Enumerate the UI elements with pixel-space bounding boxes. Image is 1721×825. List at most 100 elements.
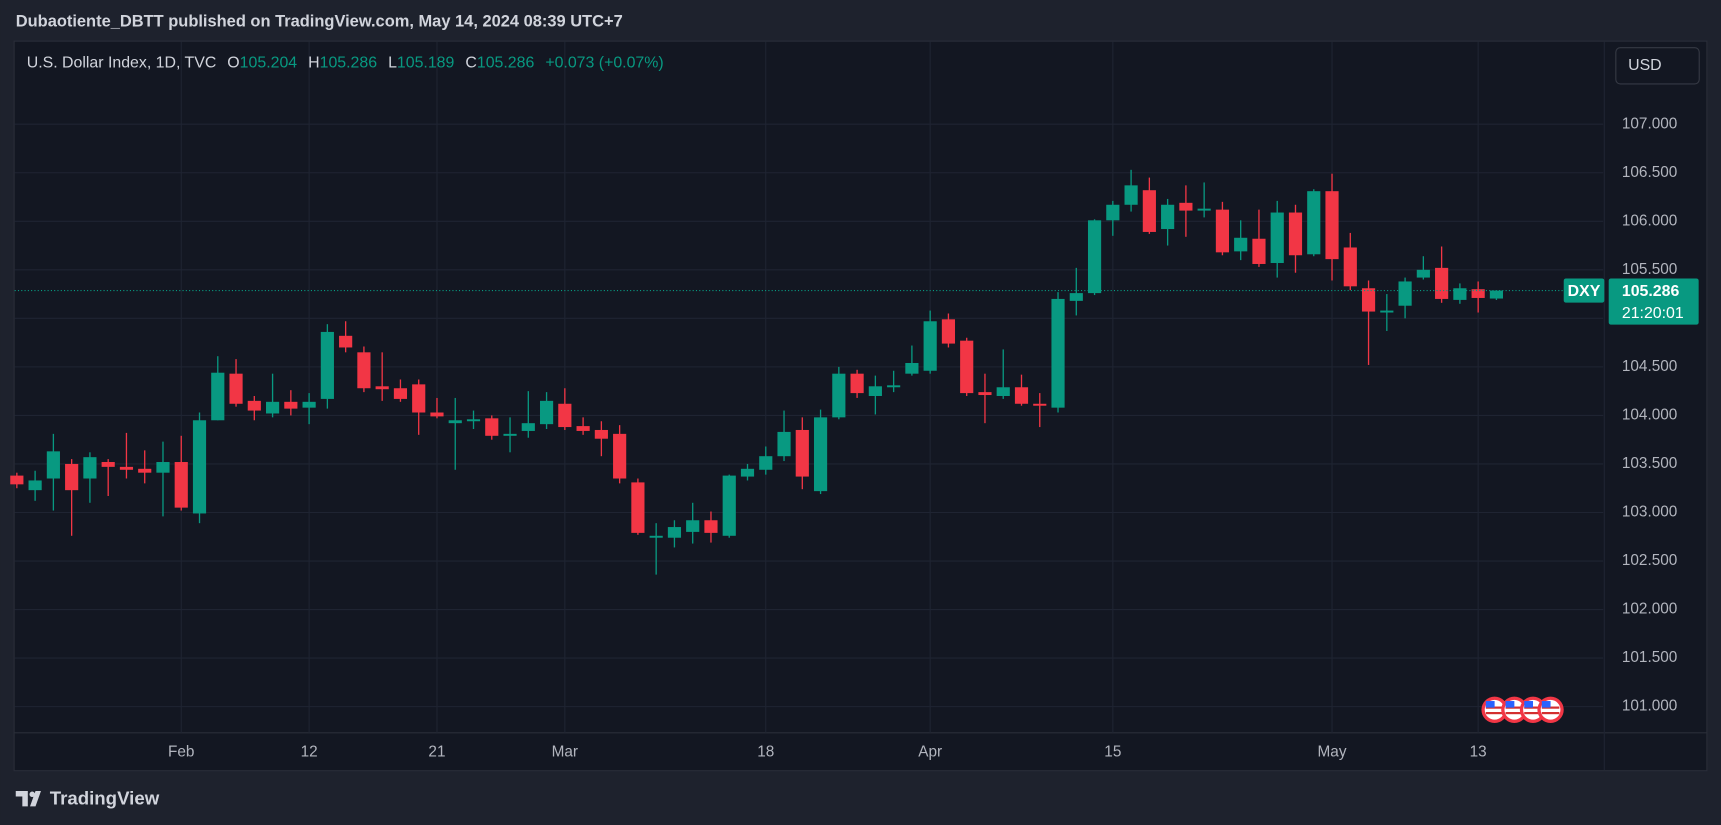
flag[interactable] [1481, 696, 1508, 723]
price-tag [1608, 278, 1699, 325]
candle-body [10, 475, 24, 485]
candle-body [1142, 190, 1156, 232]
legend-value: 105.189 [397, 55, 455, 72]
candle-body [759, 456, 773, 470]
candle-body [375, 386, 389, 390]
candle-body [686, 520, 700, 532]
candle-body [1489, 290, 1504, 299]
legend-value: 105.286 [477, 55, 535, 72]
legend-symbol: U.S. Dollar Index, 1D, TVC [27, 55, 217, 72]
candle-body [320, 331, 334, 399]
y-tick-label: 104.500 [1622, 358, 1677, 375]
symbol-tag [1563, 278, 1605, 303]
y-tick-label: 104.000 [1622, 406, 1677, 423]
candle-body [138, 468, 152, 473]
candle-body [211, 372, 225, 421]
candle-body [156, 462, 170, 473]
candle-body [740, 468, 755, 477]
candle-body [1398, 281, 1412, 306]
candle-body [1215, 209, 1230, 253]
candle-body [265, 401, 280, 414]
footer-brand: TradingView [50, 788, 160, 809]
y-tick-label: 107.000 [1622, 115, 1677, 132]
candle-body [1435, 267, 1449, 299]
y-tick-label: 105.500 [1622, 261, 1677, 278]
candle-body [430, 412, 444, 417]
candle-body [357, 352, 371, 389]
price-tag-countdown: 21:20:01 [1622, 305, 1684, 322]
legend-key: C [465, 55, 476, 72]
candle-body [850, 373, 864, 394]
candle-body [1270, 212, 1284, 264]
y-tick-label: 106.000 [1622, 212, 1677, 229]
candle-body [83, 457, 97, 479]
y-tick-label: 103.500 [1622, 455, 1677, 472]
y-tick-label: 106.500 [1622, 164, 1677, 181]
button-frame[interactable] [1615, 47, 1700, 85]
candle-body [247, 400, 261, 411]
candle-body [1014, 387, 1029, 404]
candle-body [1252, 238, 1266, 264]
currency-label[interactable]: USD [1628, 57, 1662, 74]
candle-body [1416, 269, 1430, 278]
candle-body [941, 319, 956, 344]
candle-body [1343, 247, 1357, 287]
candle-body [192, 420, 207, 514]
candle-body [466, 419, 481, 422]
y-tick-label: 102.500 [1622, 552, 1677, 569]
x-tick-label: Mar [552, 744, 578, 761]
legend-key: L [388, 55, 397, 72]
x-tick-label: 18 [757, 744, 774, 761]
legend-key: H [308, 55, 319, 72]
candle-body [1051, 298, 1065, 408]
candle-body [174, 462, 188, 508]
candle-body [1197, 208, 1211, 211]
grid [14, 41, 1604, 733]
footer-logo: TradingView [15, 788, 160, 809]
candle-body [1087, 220, 1102, 294]
candle-body [1179, 202, 1193, 211]
candle-body [1471, 289, 1485, 298]
candle-body [46, 451, 60, 479]
candle-body [978, 392, 992, 396]
candle-body [1307, 191, 1321, 255]
y-tick-label: 101.500 [1622, 649, 1677, 666]
event-flags[interactable] [1481, 696, 1564, 723]
candle-body [795, 429, 809, 477]
logo-dot [29, 791, 35, 798]
candle-body [887, 385, 901, 388]
candle-body [1288, 212, 1303, 256]
candle-body [704, 520, 718, 533]
candle-body [1380, 310, 1394, 313]
legend-change: +0.073 (+0.07%) [545, 55, 663, 72]
flag[interactable] [1537, 696, 1564, 723]
candle-body [1124, 185, 1138, 205]
publish-header: Dubaotiente_DBTT published on TradingVie… [16, 12, 623, 30]
candle-body [960, 340, 974, 394]
candle-body [558, 403, 572, 428]
legend-key: O [227, 55, 239, 72]
price-tag-value: 105.286 [1622, 283, 1680, 300]
candle-body [339, 335, 353, 348]
candle-body [1033, 403, 1047, 406]
candle-body [631, 482, 645, 533]
y-tick-label: 103.000 [1622, 504, 1677, 521]
labels: 101.000 101.500 102.000 102.500 103.000 103.5… [168, 115, 1699, 761]
x-tick-label: 13 [1470, 744, 1487, 761]
candle-body [28, 480, 42, 491]
candle-body [1234, 237, 1248, 252]
candle-body [65, 463, 79, 491]
candle-body [1453, 288, 1467, 300]
candle-body [101, 462, 115, 467]
candle-body [1361, 288, 1376, 312]
candle-body [119, 466, 134, 470]
flag[interactable] [1501, 696, 1528, 723]
candle-body [485, 418, 499, 436]
x-tick-label: 15 [1104, 744, 1121, 761]
candle-body [1106, 204, 1120, 221]
legend: U.S. Dollar Index, 1D, TVC O105.204 H105… [27, 55, 664, 72]
currency-button[interactable]: USD [1615, 47, 1700, 85]
candle-body [649, 535, 663, 538]
